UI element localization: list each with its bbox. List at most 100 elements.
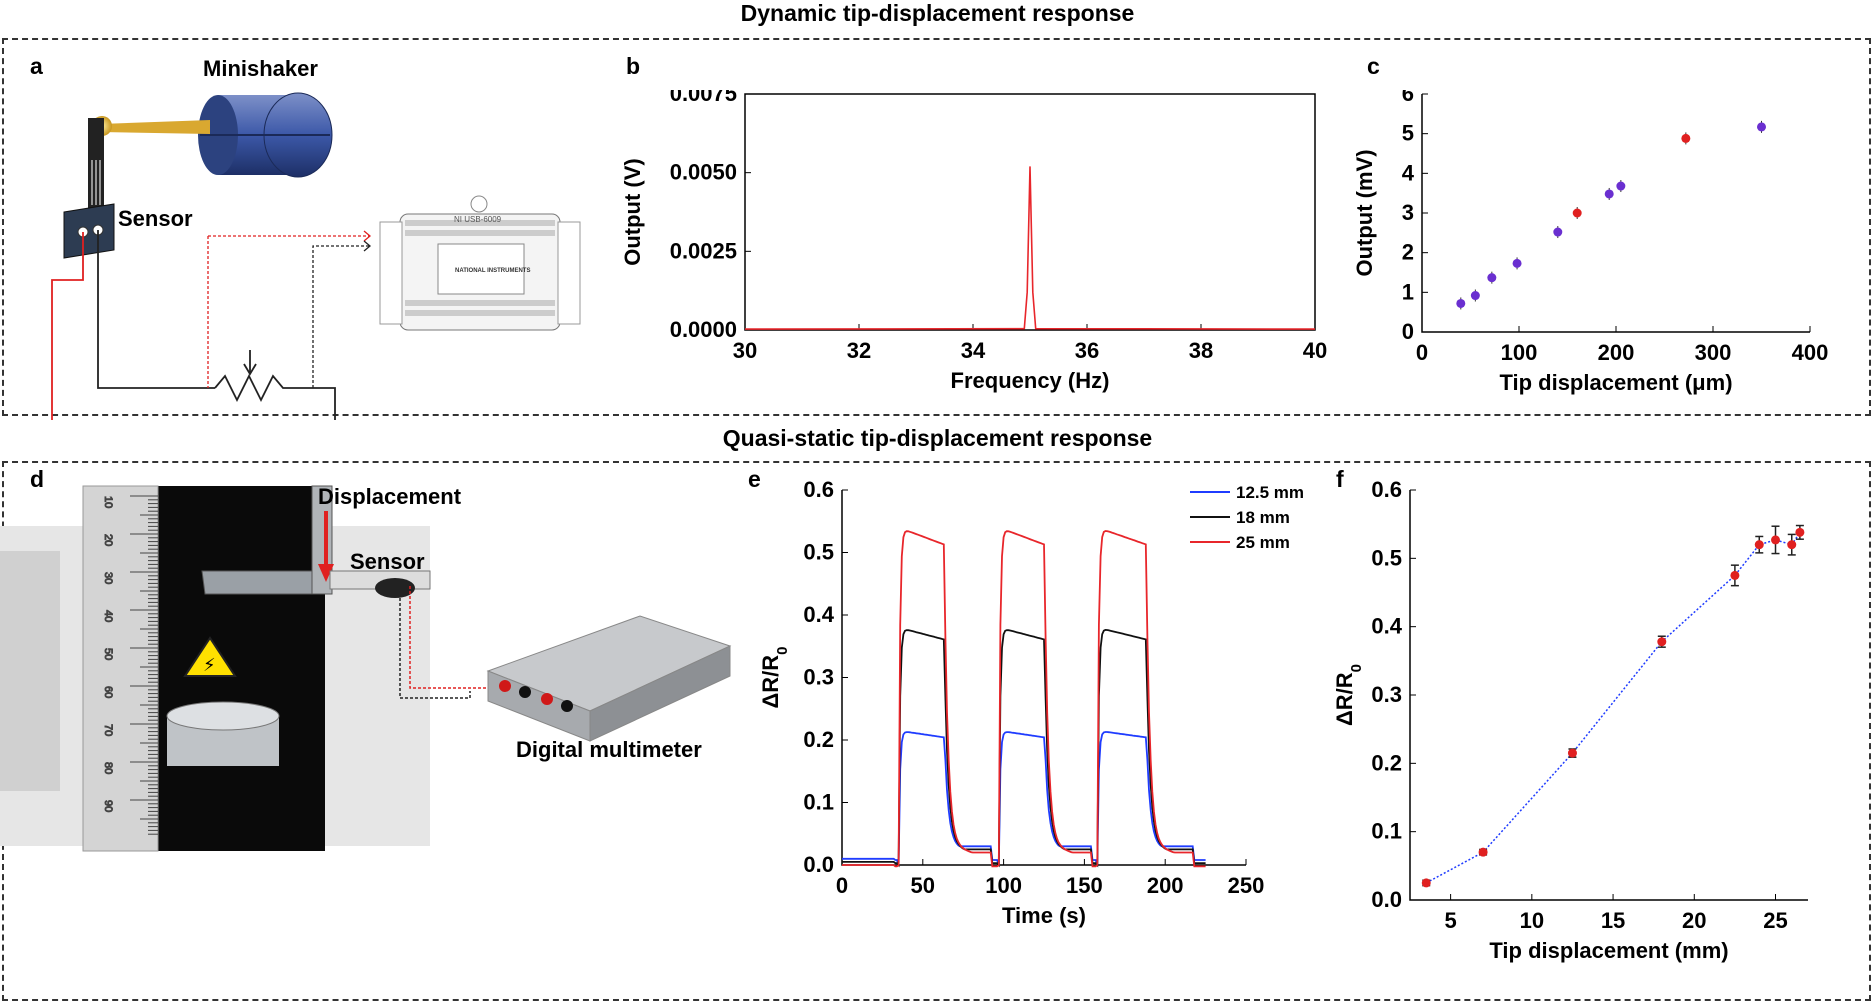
ruler-tick-label: 30 xyxy=(102,572,114,584)
data-point xyxy=(1771,535,1781,545)
y-axis-label: Output (mV) xyxy=(1352,149,1377,276)
bottom-section-title: Quasi-static tip-displacement response xyxy=(722,425,1153,451)
x-tick-label: 300 xyxy=(1695,340,1732,365)
x-tick-label: 200 xyxy=(1147,873,1184,898)
x-tick-label: 38 xyxy=(1189,338,1213,363)
y-tick-label: 0 xyxy=(1402,319,1414,344)
y-tick-label: 0.0050 xyxy=(670,160,737,185)
y-tick-label: 0.0000 xyxy=(670,317,737,342)
x-tick-label: 250 xyxy=(1228,873,1265,898)
legend-label: 25 mm xyxy=(1236,533,1290,552)
data-point xyxy=(1604,189,1614,199)
data-point xyxy=(1478,847,1488,857)
x-tick-label: 200 xyxy=(1598,340,1635,365)
y-tick-label: 0.0075 xyxy=(670,90,737,106)
x-tick-label: 5 xyxy=(1444,908,1456,933)
y-tick-label: 0.5 xyxy=(803,540,834,565)
sensor-label-a: Sensor xyxy=(118,206,193,231)
minishaker-label: Minishaker xyxy=(203,56,318,81)
x-tick-label: 100 xyxy=(1501,340,1538,365)
ruler-tick-label: 50 xyxy=(102,648,114,660)
x-axis-label: Frequency (Hz) xyxy=(951,368,1110,393)
ruler-ticks: 10 20 30 40 50 60 70 80 90 xyxy=(102,495,158,835)
x-tick-label: 50 xyxy=(911,873,935,898)
series-line xyxy=(842,628,1206,868)
data-point xyxy=(1487,273,1497,283)
data-point xyxy=(1754,540,1764,550)
plot-frame xyxy=(744,93,1316,331)
top-section-title: Dynamic tip-displacement response xyxy=(740,0,1135,26)
data-point xyxy=(1795,527,1805,537)
series-line xyxy=(842,530,1206,868)
ruler-tick-label: 90 xyxy=(102,800,114,812)
data-point xyxy=(1657,637,1667,647)
y-tick-label: 2 xyxy=(1402,240,1414,265)
plot-frame xyxy=(1421,94,1810,333)
panel-letter-f: f xyxy=(1336,466,1344,492)
y-axis-label: Output (V) xyxy=(620,158,645,266)
x-axis-label: Tip displacement (mm) xyxy=(1489,938,1728,963)
data-point xyxy=(1512,258,1522,268)
data-point xyxy=(1470,291,1480,301)
y-tick-label: 0.0 xyxy=(1371,887,1402,912)
data-point xyxy=(1616,181,1626,191)
data-point xyxy=(1553,227,1563,237)
top-panel-frame xyxy=(2,38,1871,416)
data-point xyxy=(1421,878,1431,888)
y-tick-label: 0.3 xyxy=(803,665,834,690)
data-point xyxy=(1681,133,1691,143)
x-tick-label: 36 xyxy=(1075,338,1099,363)
schematic-a: +− NI USB-6009 NATIONAL INSTRUMENTS Mini… xyxy=(51,56,581,420)
x-tick-label: 20 xyxy=(1682,908,1706,933)
x-tick-label: 40 xyxy=(1303,338,1327,363)
chart-b: 0.0000 0.0025 0.0050 0.0075 30 32 34 36 38 40 Freq… xyxy=(620,90,1327,393)
ruler-tick-label: 40 xyxy=(102,610,114,622)
y-tick-label: 1 xyxy=(1402,279,1414,304)
y-axis-label: ΔR/R0 xyxy=(1332,664,1365,726)
sensor-label-d: Sensor xyxy=(350,549,425,574)
chart-c: 0 1 2 3 4 5 6 0 100 200 300 400 Tip displacement (μm… xyxy=(1352,90,1829,395)
panel-letter-e: e xyxy=(748,466,761,492)
data-point xyxy=(1456,298,1466,308)
data-point xyxy=(1572,208,1582,218)
x-tick-label: 0 xyxy=(1416,340,1428,365)
y-tick-label: 0.0 xyxy=(803,852,834,877)
y-axis-label: ΔR/R0 xyxy=(760,646,791,708)
x-axis-label: Time (s) xyxy=(1002,903,1086,928)
y-tick-label: 4 xyxy=(1402,160,1415,185)
x-tick-label: 400 xyxy=(1792,340,1829,365)
y-tick-label: 0.2 xyxy=(803,727,834,752)
x-tick-label: 30 xyxy=(733,338,757,363)
y-tick-label: 0.4 xyxy=(803,602,834,627)
x-tick-label: 10 xyxy=(1520,908,1544,933)
y-tick-label: 0.6 xyxy=(803,480,834,502)
y-tick-label: 0.2 xyxy=(1371,750,1402,775)
y-tick-label: 0.3 xyxy=(1371,682,1402,707)
panel-letter-d: d xyxy=(30,466,45,492)
photo-d: 10 20 30 40 50 60 70 80 90 ⚡ Displacement Sensor… xyxy=(0,484,732,852)
series-line xyxy=(842,731,1206,866)
y-tick-label: 0.6 xyxy=(1371,480,1402,502)
data-point xyxy=(1757,122,1766,132)
y-tick-label: 0.0025 xyxy=(670,238,737,263)
x-axis-label: Tip displacement (μm) xyxy=(1499,370,1732,395)
x-tick-label: 0 xyxy=(836,873,848,898)
chart-e: 0.0 0.1 0.2 0.3 0.4 0.5 0.6 0 50 100 150 200 250 Time… xyxy=(760,480,1304,928)
y-tick-label: 0.5 xyxy=(1371,545,1402,570)
legend-label: 12.5 mm xyxy=(1236,483,1304,502)
ruler-tick-label: 20 xyxy=(102,534,114,546)
x-tick-label: 34 xyxy=(961,338,986,363)
ruler-tick-label: 60 xyxy=(102,686,114,698)
x-tick-label: 150 xyxy=(1066,873,1103,898)
daq-title: NI USB-6009 xyxy=(454,215,502,224)
y-tick-label: 6 xyxy=(1402,90,1414,106)
chart-f: 0.0 0.1 0.2 0.3 0.4 0.5 0.6 5 10 15 20 25 Tip displa… xyxy=(1332,480,1808,963)
displacement-label: Displacement xyxy=(318,484,462,509)
y-tick-label: 0.1 xyxy=(1371,819,1402,844)
x-tick-label: 100 xyxy=(985,873,1022,898)
plot-frame xyxy=(1409,490,1808,901)
panel-letter-c: c xyxy=(1367,53,1380,79)
x-tick-label: 25 xyxy=(1763,908,1787,933)
y-tick-label: 5 xyxy=(1402,121,1414,146)
y-tick-label: 0.1 xyxy=(803,790,834,815)
